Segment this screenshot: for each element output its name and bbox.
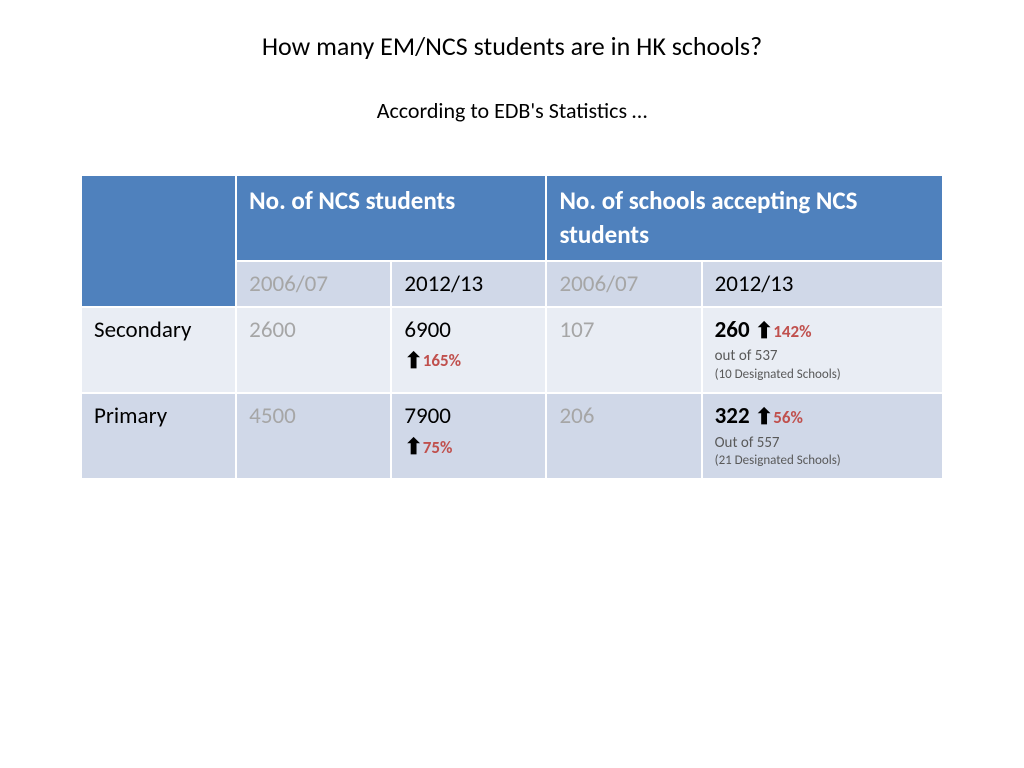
arrow-up-icon: ⬆: [755, 403, 773, 432]
designated-text: (10 Designated Schools): [715, 367, 932, 384]
outof-text: out of 537: [715, 347, 932, 367]
pct-text: 165%: [423, 350, 461, 371]
value-text: 6900: [404, 316, 451, 344]
cell-secondary-schools-1213: 260 ⬆142% out of 537 (10 Designated Scho…: [702, 307, 943, 393]
pct-text: 56%: [773, 407, 803, 428]
cell-primary-schools-1213: 322 ⬆56% Out of 557 (21 Designated Schoo…: [702, 393, 943, 479]
row-label-secondary: Secondary: [81, 307, 236, 393]
cell-primary-schools-0607: 206: [546, 393, 701, 479]
header-students: No. of NCS students: [236, 175, 546, 261]
slide-subtitle: According to EDB's Statistics …: [80, 97, 944, 124]
year-students-1213: 2012/13: [391, 261, 546, 307]
year-schools-1213: 2012/13: [702, 261, 943, 307]
cell-secondary-students-1213: 6900 ⬆165%: [391, 307, 546, 393]
pct-text: 142%: [773, 321, 811, 342]
arrow-up-icon: ⬆: [404, 347, 422, 376]
slide: How many EM/NCS students are in HK schoo…: [0, 0, 1024, 768]
designated-text: (21 Designated Schools): [715, 453, 932, 470]
data-table: No. of NCS students No. of schools accep…: [80, 174, 944, 480]
value-text: 322: [715, 402, 750, 430]
header-blank: [81, 175, 236, 307]
cell-secondary-students-0607: 2600: [236, 307, 391, 393]
year-schools-0607: 2006/07: [546, 261, 701, 307]
header-schools: No. of schools accepting NCS students: [546, 175, 943, 261]
table-header-row-1: No. of NCS students No. of schools accep…: [81, 175, 943, 261]
value-text: 7900: [404, 402, 451, 430]
year-students-0607: 2006/07: [236, 261, 391, 307]
pct-text: 75%: [423, 437, 453, 458]
outof-text: Out of 557: [715, 434, 932, 454]
table-row: Secondary 2600 6900 ⬆165% 107 260 ⬆142% …: [81, 307, 943, 393]
cell-secondary-schools-0607: 107: [546, 307, 701, 393]
value-text: 260: [715, 316, 750, 344]
arrow-up-icon: ⬆: [755, 317, 773, 346]
slide-title: How many EM/NCS students are in HK schoo…: [80, 30, 944, 62]
cell-primary-students-1213: 7900 ⬆75%: [391, 393, 546, 479]
cell-primary-students-0607: 4500: [236, 393, 391, 479]
arrow-up-icon: ⬆: [404, 433, 422, 462]
table-row: Primary 4500 7900 ⬆75% 206 322 ⬆56% Out …: [81, 393, 943, 479]
row-label-primary: Primary: [81, 393, 236, 479]
